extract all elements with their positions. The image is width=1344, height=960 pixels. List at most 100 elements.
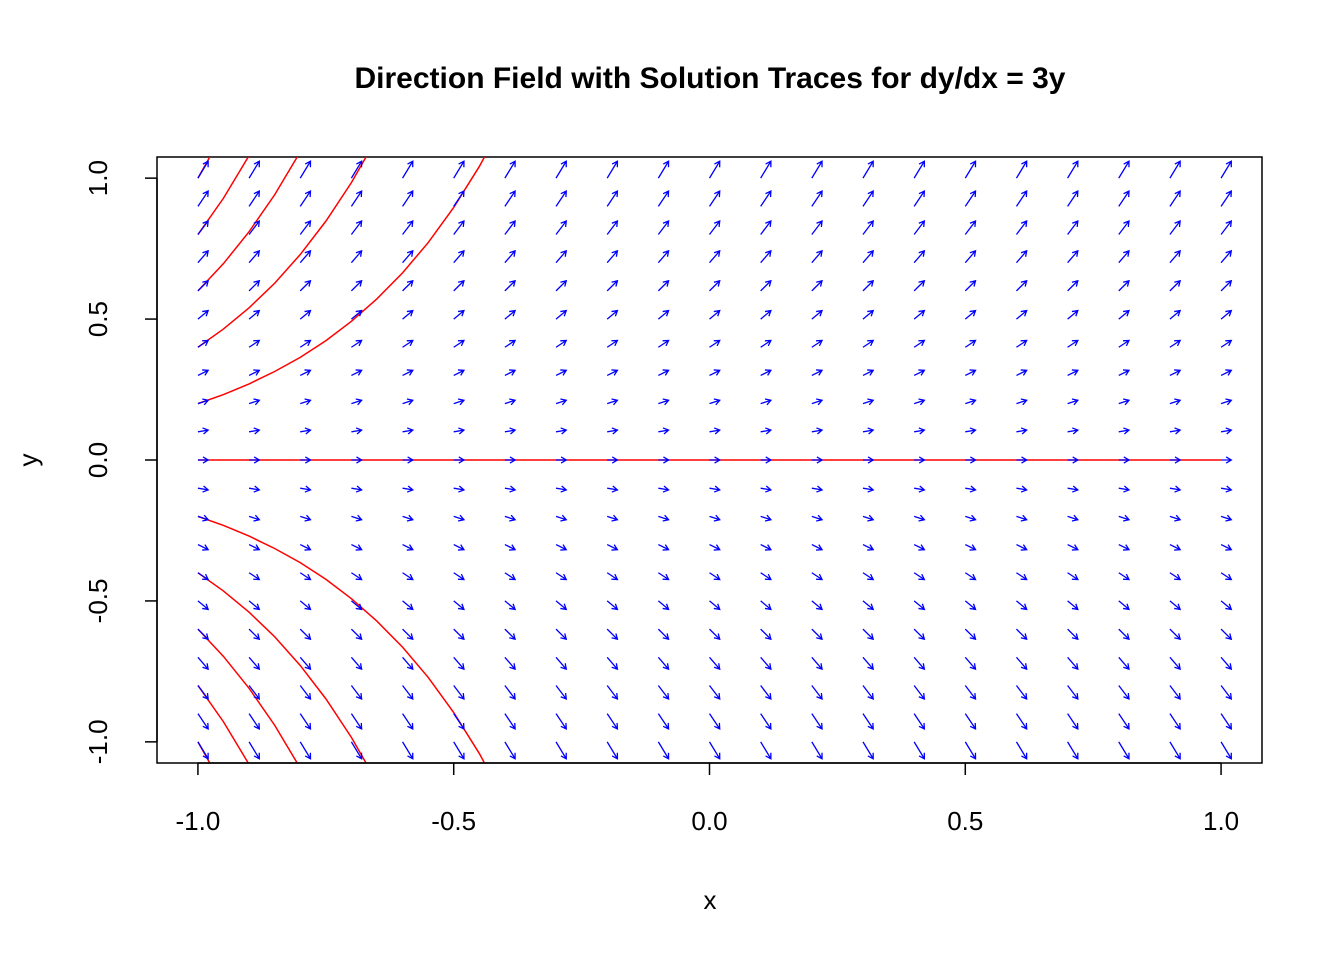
- direction-arrow: [811, 369, 824, 377]
- direction-arrow: [862, 427, 875, 435]
- direction-arrow: [811, 190, 823, 207]
- direction-arrow: [555, 572, 568, 581]
- direction-arrow: [760, 713, 772, 730]
- direction-arrow: [402, 543, 414, 551]
- direction-arrow: [1015, 656, 1028, 671]
- direction-arrow: [657, 572, 670, 581]
- direction-arrow: [1118, 279, 1130, 292]
- direction-arrow: [811, 514, 824, 522]
- direction-arrow: [657, 190, 670, 207]
- direction-arrow: [1169, 339, 1182, 348]
- direction-arrow: [1015, 628, 1028, 641]
- direction-arrow: [862, 309, 875, 320]
- direction-arrow: [1067, 456, 1080, 464]
- direction-arrow: [1016, 309, 1028, 320]
- direction-arrow: [453, 685, 465, 701]
- direction-arrow: [299, 219, 312, 235]
- direction-arrow: [708, 685, 721, 701]
- direction-arrow: [299, 628, 312, 641]
- direction-arrow: [197, 369, 210, 377]
- direction-arrow: [504, 369, 517, 377]
- direction-arrow: [248, 398, 261, 406]
- direction-arrow: [760, 427, 773, 435]
- direction-arrow: [657, 219, 670, 235]
- direction-arrow: [1220, 543, 1233, 551]
- direction-arrow: [657, 628, 670, 641]
- direction-arrow: [402, 456, 415, 464]
- direction-arrow: [504, 685, 516, 701]
- direction-arrow: [299, 741, 312, 760]
- y-tick-label: 0.0: [83, 442, 113, 478]
- direction-arrow: [964, 219, 977, 235]
- direction-arrow: [1118, 514, 1131, 522]
- direction-arrow: [299, 190, 312, 207]
- direction-arrow: [1220, 398, 1233, 406]
- direction-arrow: [351, 398, 363, 406]
- direction-arrow: [1118, 628, 1130, 641]
- y-tick-label: -0.5: [83, 579, 113, 624]
- direction-arrow: [402, 514, 414, 522]
- direction-arrow: [658, 427, 670, 435]
- direction-arrow: [197, 600, 210, 611]
- direction-arrow: [1118, 339, 1131, 348]
- direction-arrow: [811, 339, 824, 348]
- direction-arrow: [1169, 600, 1182, 611]
- direction-arrow: [964, 741, 977, 760]
- direction-arrow: [299, 369, 312, 377]
- direction-arrow: [402, 190, 414, 207]
- direction-arrow: [351, 543, 363, 551]
- direction-arrow: [555, 628, 568, 641]
- direction-arrow: [555, 600, 568, 611]
- direction-arrow: [1169, 369, 1182, 377]
- direction-arrow: [811, 685, 823, 701]
- direction-arrow: [1169, 741, 1181, 760]
- direction-arrow: [453, 456, 466, 464]
- direction-arrow: [709, 427, 721, 435]
- direction-arrow: [811, 741, 823, 760]
- direction-arrow: [197, 249, 209, 264]
- direction-arrow: [1016, 398, 1028, 406]
- direction-arrow: [964, 160, 977, 179]
- direction-arrow: [913, 398, 926, 406]
- direction-arrow: [351, 427, 363, 435]
- direction-arrow: [350, 656, 363, 671]
- direction-arrow: [965, 398, 977, 406]
- direction-arrow: [606, 398, 619, 406]
- direction-arrow: [709, 279, 721, 292]
- direction-arrow: [1169, 219, 1181, 235]
- direction-arrow: [197, 339, 210, 348]
- direction-arrow: [657, 309, 670, 320]
- direction-arrow: [811, 219, 823, 235]
- direction-arrow: [862, 514, 875, 522]
- direction-arrow: [606, 514, 619, 522]
- direction-arrow: [862, 485, 875, 493]
- direction-arrow: [197, 309, 210, 320]
- direction-arrow: [606, 160, 619, 179]
- direction-arrow: [965, 485, 977, 493]
- direction-arrow: [453, 427, 466, 435]
- direction-arrow: [1067, 190, 1079, 207]
- direction-arrow: [913, 160, 926, 179]
- direction-arrow: [504, 628, 517, 641]
- direction-arrow: [606, 279, 619, 292]
- direction-arrow: [862, 600, 875, 611]
- direction-arrow: [1015, 190, 1028, 207]
- direction-arrow: [862, 685, 874, 701]
- direction-arrow: [1015, 713, 1028, 730]
- direction-arrow: [453, 656, 465, 671]
- direction-arrow: [913, 219, 926, 235]
- direction-arrow: [504, 249, 516, 264]
- direction-arrow: [1169, 572, 1182, 581]
- direction-arrow: [197, 427, 210, 435]
- x-tick-label: -1.0: [176, 806, 221, 836]
- direction-arrow: [453, 279, 465, 292]
- direction-arrow: [504, 190, 516, 207]
- direction-arrow: [504, 279, 517, 292]
- direction-arrow: [1067, 339, 1079, 348]
- direction-arrow: [555, 279, 568, 292]
- direction-arrow: [453, 741, 465, 760]
- direction-arrow: [913, 572, 926, 581]
- direction-arrow: [1067, 309, 1079, 320]
- direction-arrow: [965, 427, 977, 435]
- direction-arrow: [606, 572, 619, 581]
